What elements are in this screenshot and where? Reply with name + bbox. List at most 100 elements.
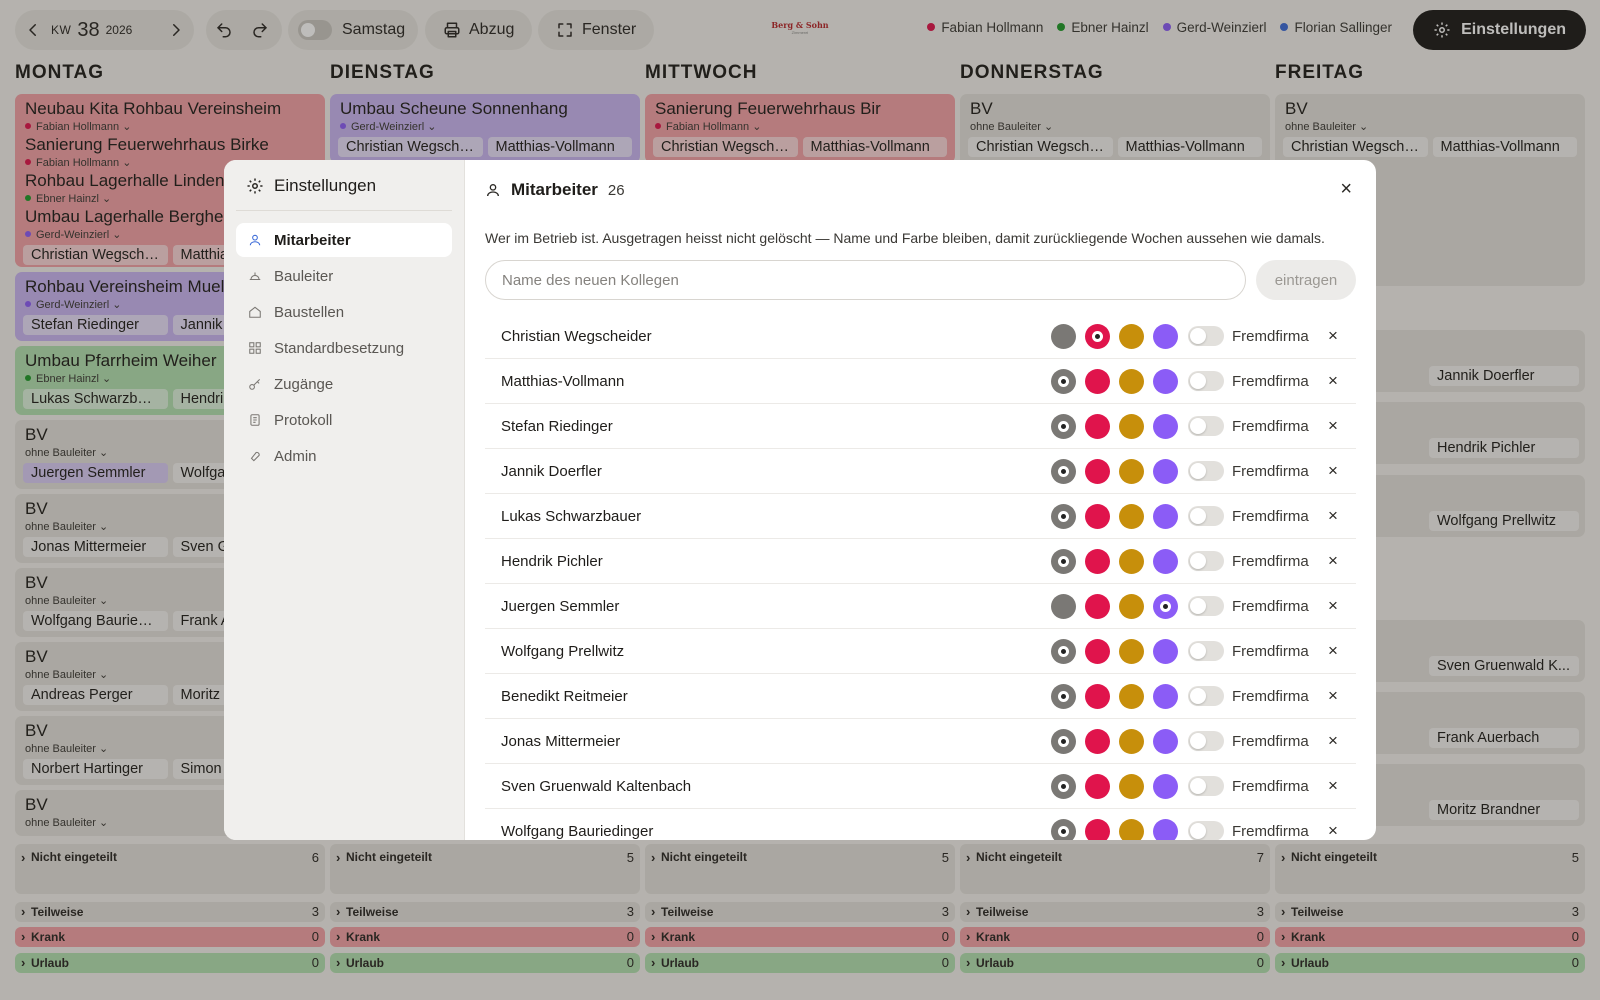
add-employee-button[interactable]: eintragen (1256, 260, 1356, 300)
settings-button[interactable]: Einstellungen (1413, 10, 1586, 50)
saturday-switch[interactable] (298, 20, 332, 40)
worker-chip[interactable]: Hendrik Pichler (1429, 438, 1579, 458)
external-toggle[interactable] (1188, 326, 1224, 346)
color-swatch[interactable] (1051, 728, 1076, 754)
nav-standardbesetzung[interactable]: Standardbesetzung (236, 331, 452, 365)
worker-chip[interactable]: Frank Auerbach (1429, 728, 1579, 748)
worker-chip[interactable]: Andreas Perger (23, 685, 168, 705)
next-week-button[interactable] (158, 12, 194, 48)
color-swatch[interactable] (1051, 368, 1076, 394)
remove-icon[interactable]: × (1328, 326, 1338, 345)
color-swatch[interactable] (1153, 593, 1178, 619)
worker-chip[interactable]: Christian Wegsche... (968, 137, 1113, 157)
external-toggle[interactable] (1188, 461, 1224, 481)
external-toggle[interactable] (1188, 371, 1224, 391)
nav-bauleiter[interactable]: Bauleiter (236, 259, 452, 293)
color-swatch[interactable] (1153, 323, 1178, 349)
worker-chip[interactable]: Matthias-Vollmann (487, 137, 632, 157)
color-swatch[interactable] (1119, 323, 1144, 349)
color-swatch[interactable] (1051, 818, 1076, 840)
color-swatch[interactable] (1085, 638, 1110, 664)
saturday-toggle[interactable]: Samstag (288, 10, 418, 50)
external-toggle[interactable] (1188, 776, 1224, 796)
worker-chip[interactable]: Jannik Doerfler (1429, 366, 1579, 386)
remove-icon[interactable]: × (1328, 551, 1338, 570)
color-swatch[interactable] (1085, 458, 1110, 484)
remove-icon[interactable]: × (1328, 641, 1338, 660)
worker-chip[interactable]: Christian Wegsche... (338, 137, 483, 157)
worker-chip[interactable]: Matthias-Vollmann (802, 137, 947, 157)
color-swatch[interactable] (1051, 503, 1076, 529)
nav-zugaenge[interactable]: Zugänge (236, 367, 452, 401)
worker-chip[interactable]: Moritz Brandner (1429, 800, 1579, 820)
color-swatch[interactable] (1153, 458, 1178, 484)
color-swatch[interactable] (1051, 323, 1076, 349)
prev-week-button[interactable] (15, 12, 51, 48)
color-swatch[interactable] (1119, 818, 1144, 840)
color-swatch[interactable] (1153, 368, 1178, 394)
remove-icon[interactable]: × (1328, 776, 1338, 795)
worker-chip[interactable]: Matthias-Vollmann (1117, 137, 1262, 157)
color-swatch[interactable] (1119, 548, 1144, 574)
remove-icon[interactable]: × (1328, 686, 1338, 705)
worker-chip[interactable]: Matthias-Vollmann (1432, 137, 1577, 157)
nav-protokoll[interactable]: Protokoll (236, 403, 452, 437)
color-swatch[interactable] (1119, 593, 1144, 619)
color-swatch[interactable] (1153, 683, 1178, 709)
worker-chip[interactable]: Stefan Riedinger (23, 315, 168, 335)
color-swatch[interactable] (1153, 818, 1178, 840)
external-toggle[interactable] (1188, 416, 1224, 436)
external-toggle[interactable] (1188, 506, 1224, 526)
color-swatch[interactable] (1085, 773, 1110, 799)
redo-button[interactable] (242, 12, 278, 48)
color-swatch[interactable] (1119, 368, 1144, 394)
nav-baustellen[interactable]: Baustellen (236, 295, 452, 329)
color-swatch[interactable] (1153, 773, 1178, 799)
new-employee-input[interactable] (485, 260, 1246, 300)
color-swatch[interactable] (1119, 503, 1144, 529)
close-icon[interactable]: × (1340, 178, 1352, 200)
color-swatch[interactable] (1085, 548, 1110, 574)
worker-chip[interactable]: Wolfgang Bauriedi... (23, 611, 168, 631)
color-swatch[interactable] (1051, 638, 1076, 664)
color-swatch[interactable] (1051, 773, 1076, 799)
color-swatch[interactable] (1085, 368, 1110, 394)
worker-chip[interactable]: Christian Wegsche... (23, 245, 168, 265)
color-swatch[interactable] (1119, 413, 1144, 439)
remove-icon[interactable]: × (1328, 821, 1338, 840)
color-swatch[interactable] (1085, 503, 1110, 529)
external-toggle[interactable] (1188, 551, 1224, 571)
color-swatch[interactable] (1153, 638, 1178, 664)
worker-chip[interactable]: Christian Wegsche... (653, 137, 798, 157)
fullscreen-button[interactable]: Fenster (538, 10, 655, 50)
external-toggle[interactable] (1188, 641, 1224, 661)
color-swatch[interactable] (1051, 413, 1076, 439)
worker-chip[interactable]: Juergen Semmler (23, 463, 168, 483)
worker-chip[interactable]: Jonas Mittermeier (23, 537, 168, 557)
undo-button[interactable] (206, 12, 242, 48)
site-card[interactable]: Umbau Scheune Sonnenhang Gerd-Weinzierl … (330, 94, 640, 163)
remove-icon[interactable]: × (1328, 596, 1338, 615)
color-swatch[interactable] (1051, 593, 1076, 619)
nav-admin[interactable]: Admin (236, 439, 452, 473)
worker-chip[interactable]: Lukas Schwarzbau... (23, 389, 168, 409)
external-toggle[interactable] (1188, 686, 1224, 706)
color-swatch[interactable] (1085, 593, 1110, 619)
color-swatch[interactable] (1085, 413, 1110, 439)
worker-chip[interactable]: Christian Wegsche... (1283, 137, 1428, 157)
